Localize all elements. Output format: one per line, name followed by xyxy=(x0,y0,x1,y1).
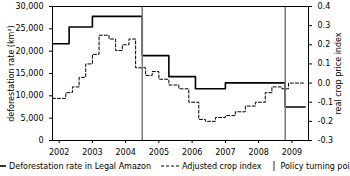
svg-text:0.2: 0.2 xyxy=(318,40,331,49)
svg-text:-0.3: -0.3 xyxy=(318,136,334,145)
svg-text:10,000: 10,000 xyxy=(16,91,44,100)
svg-text:2004: 2004 xyxy=(115,148,135,157)
svg-text:-0.2: -0.2 xyxy=(318,117,334,126)
svg-text:2009: 2009 xyxy=(282,148,302,157)
svg-text:2005: 2005 xyxy=(149,148,169,157)
svg-text:2006: 2006 xyxy=(182,148,202,157)
svg-text:deforestation rate (km²): deforestation rate (km²) xyxy=(7,25,16,122)
html-text:Adjusted crop index: Adjusted crop index xyxy=(182,161,262,171)
svg-text:0: 0 xyxy=(38,136,43,145)
svg-text:-0.1: -0.1 xyxy=(318,98,334,107)
svg-text:0.1: 0.1 xyxy=(318,59,331,68)
svg-text:20,000: 20,000 xyxy=(16,47,44,56)
svg-text:real crop price index: real crop price index xyxy=(334,32,343,114)
svg-text:0.4: 0.4 xyxy=(318,2,331,11)
svg-text:5,000: 5,000 xyxy=(21,114,44,123)
svg-text:25,000: 25,000 xyxy=(16,24,44,33)
svg-text:0.0: 0.0 xyxy=(318,79,331,88)
svg-text:0.3: 0.3 xyxy=(318,21,331,30)
svg-text:2007: 2007 xyxy=(215,148,235,157)
svg-text:2003: 2003 xyxy=(82,148,102,157)
html-text:Deforestation rate in Legal Am: Deforestation rate in Legal Amazon xyxy=(9,161,151,171)
svg-text:2002: 2002 xyxy=(49,148,69,157)
svg-text:2008: 2008 xyxy=(248,148,268,157)
svg-text:15,000: 15,000 xyxy=(16,69,44,78)
svg-text:30,000: 30,000 xyxy=(16,2,44,11)
